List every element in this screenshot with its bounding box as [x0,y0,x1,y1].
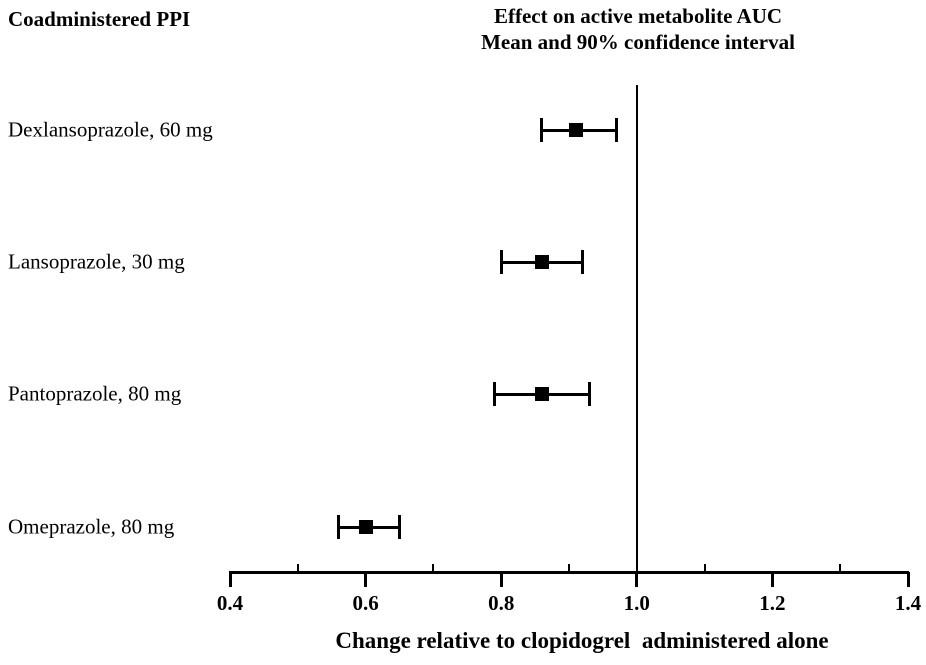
x-axis-tick [906,572,910,587]
x-axis-minor-tick [568,564,570,572]
x-axis-tick [770,572,774,587]
x-axis-tick [228,572,232,587]
ci-cap-left [540,118,544,142]
chart-title: Effect on active metabolite AUC [493,4,783,28]
x-axis-minor-tick [839,564,842,572]
chart-title-block: Effect on active metabolite AUC Mean and… [481,3,795,55]
x-axis-tick-label: 0.8 [488,591,515,615]
x-axis-tick-label: 1.4 [894,591,922,615]
x-axis-minor-tick [296,564,299,572]
x-axis-line [229,570,909,574]
ci-cap-right [398,515,401,539]
ci-cap-right [614,118,618,142]
ci-cap-left [336,515,340,539]
mean-marker [358,520,373,534]
x-axis-tick [364,572,368,587]
row-label: Lansoprazole, 30 mg [8,249,185,274]
x-axis-tick [635,572,639,587]
mean-marker [534,255,549,269]
row-label: Pantoprazole, 80 mg [8,381,182,406]
ci-cap-right [587,382,591,406]
x-axis-tick-label: 0.6 [352,591,379,615]
x-axis-minor-tick [703,564,706,572]
ci-cap-left [499,250,503,274]
mean-marker [568,123,583,137]
x-axis-tick-label: 1.2 [759,591,786,615]
x-axis-minor-tick [432,564,435,572]
row-column-header: Coadministered PPI [8,7,191,31]
reference-line [635,85,638,572]
ci-cap-right [581,250,585,274]
x-axis-tick-label: 0.4 [216,591,244,615]
x-axis-title: Change relative to clopidogrel administe… [335,628,829,653]
x-axis-tick-label: 1.0 [623,591,650,615]
mean-marker [534,387,549,401]
x-axis-tick [499,572,503,587]
row-label: Omeprazole, 80 mg [8,514,175,539]
chart-subtitle: Mean and 90% confidence interval [481,30,795,54]
row-label: Dexlansoprazole, 60 mg [8,117,213,142]
ci-cap-left [492,382,496,406]
